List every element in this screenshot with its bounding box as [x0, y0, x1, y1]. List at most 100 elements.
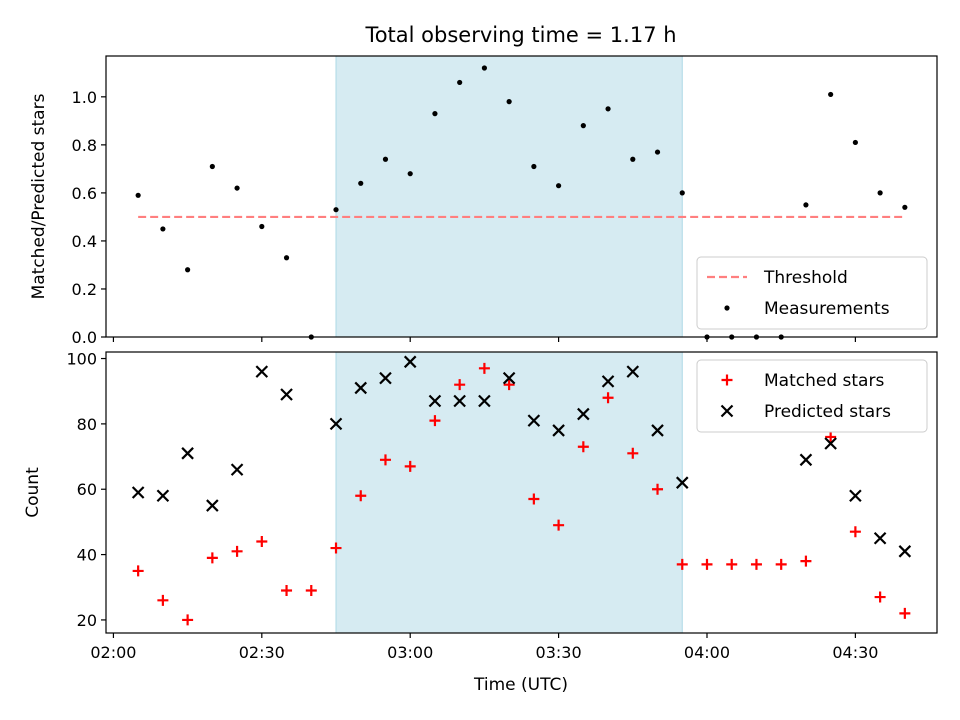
data-point	[478, 362, 490, 374]
y-tick-label: 0.2	[72, 280, 97, 299]
y-tick-label: 0.0	[72, 328, 97, 347]
data-point	[453, 394, 466, 408]
data-point	[382, 156, 389, 162]
data-point	[531, 163, 537, 170]
data-point	[182, 614, 194, 626]
x-tick-label: 04:30	[832, 643, 878, 662]
data-point	[726, 558, 738, 570]
data-point	[553, 519, 565, 531]
data-point	[131, 486, 145, 499]
data-point	[432, 111, 438, 117]
data-point	[185, 267, 191, 273]
x-tick-label: 03:00	[387, 643, 433, 662]
legend-label: Threshold	[763, 268, 848, 288]
data-point	[428, 394, 442, 408]
data-point	[358, 180, 364, 186]
data-point	[280, 388, 293, 401]
data-point	[206, 552, 218, 564]
axes-frame	[105, 351, 938, 634]
legend: Threshold Measurements	[696, 256, 928, 330]
chart-title: Total observing time = 1.17 h	[364, 23, 676, 47]
data-point	[135, 192, 141, 198]
y-tick-label: 0.6	[72, 184, 97, 203]
data-point	[429, 415, 441, 427]
data-point	[502, 371, 516, 385]
data-point	[800, 555, 812, 567]
data-point	[577, 407, 590, 421]
y-tick-label: 0.4	[72, 232, 97, 251]
data-point	[902, 204, 908, 210]
data-point	[379, 371, 392, 385]
data-point	[803, 202, 809, 208]
data-point	[305, 585, 317, 597]
data-point	[329, 417, 343, 431]
data-point	[230, 463, 244, 476]
data-point	[206, 499, 219, 512]
data-point	[481, 65, 488, 71]
data-point	[651, 424, 664, 437]
legend-label: Matched stars	[764, 371, 884, 391]
data-point	[899, 607, 911, 619]
data-point	[209, 163, 215, 170]
data-point	[679, 190, 685, 196]
data-point	[873, 531, 887, 545]
axes-frame	[105, 55, 938, 338]
data-point	[898, 545, 912, 558]
data-point	[555, 183, 562, 189]
y-tick-label: 60	[77, 480, 97, 499]
data-point	[852, 139, 858, 146]
series-measurements	[135, 65, 908, 340]
legend-box	[696, 359, 928, 433]
data-point	[675, 476, 689, 489]
data-point	[457, 79, 463, 86]
data-point	[407, 171, 413, 177]
data-point	[333, 207, 339, 213]
data-point	[577, 441, 589, 453]
data-point	[528, 493, 540, 505]
data-point	[283, 255, 290, 261]
data-point	[627, 447, 639, 459]
data-point	[404, 460, 416, 472]
data-point	[605, 106, 611, 112]
data-point	[527, 414, 541, 427]
observing-interval-shade	[336, 56, 683, 337]
data-point	[503, 379, 515, 391]
data-point	[654, 149, 661, 155]
data-point	[256, 536, 268, 548]
data-point	[676, 558, 688, 570]
data-point	[478, 394, 491, 408]
data-point	[824, 437, 837, 450]
legend-marker	[724, 305, 730, 311]
data-point	[552, 424, 565, 437]
data-point	[602, 392, 614, 404]
x-tick-label: 04:00	[684, 643, 730, 662]
data-point	[330, 542, 342, 554]
data-point	[403, 355, 417, 369]
series-matched-stars	[132, 362, 911, 626]
y-tick-label: 1.0	[72, 88, 97, 107]
data-point	[626, 365, 640, 378]
panels: 0.0 0.2 0.4 0.6 0.8 1.0 Matched/Predicted star…	[23, 55, 938, 662]
y-axis-label: Count	[23, 467, 43, 518]
data-point	[160, 226, 166, 232]
x-axis-label: Time (UTC)	[473, 675, 568, 695]
data-point	[750, 558, 762, 570]
data-point	[354, 381, 368, 395]
data-point	[454, 379, 466, 391]
data-point	[157, 594, 169, 606]
legend: Matched stars Predicted stars	[696, 359, 928, 433]
data-point	[825, 431, 837, 443]
panel-ratio: 0.0 0.2 0.4 0.6 0.8 1.0 Matched/Predicted star…	[29, 55, 938, 347]
data-point	[234, 185, 240, 191]
legend-label: Measurements	[764, 299, 890, 319]
data-point	[181, 447, 194, 460]
data-point	[580, 123, 586, 129]
data-point	[701, 558, 713, 570]
data-point	[156, 489, 170, 503]
data-point	[652, 483, 664, 495]
data-point	[849, 489, 862, 503]
y-tick-label: 80	[77, 415, 97, 434]
data-point	[874, 591, 886, 603]
data-point	[355, 490, 367, 502]
